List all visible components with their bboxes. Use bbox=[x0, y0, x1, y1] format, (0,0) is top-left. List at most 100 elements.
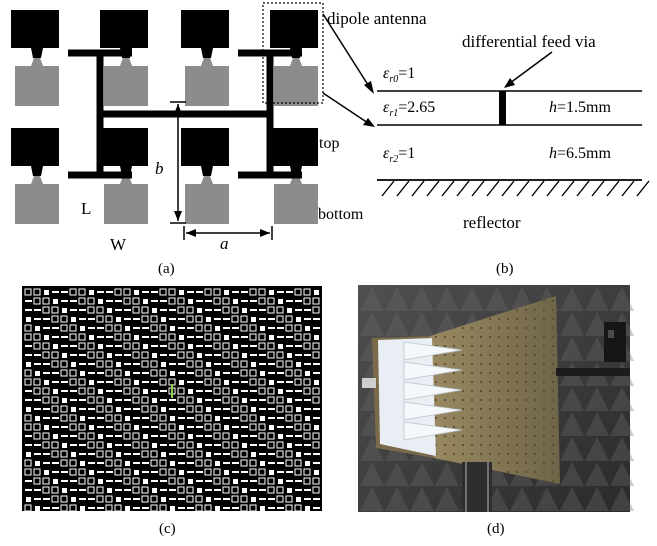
pattern-tile-outline bbox=[177, 351, 185, 359]
pattern-tile-outline bbox=[258, 477, 266, 485]
pattern-tile-solid bbox=[62, 443, 67, 448]
pattern-tile-solid bbox=[251, 362, 256, 367]
pattern-tile-solid bbox=[125, 371, 130, 376]
absorber-cone bbox=[585, 387, 609, 411]
pattern-tile-bar bbox=[106, 336, 113, 338]
pattern-tile-solid bbox=[269, 380, 274, 385]
pattern-tile-outline bbox=[195, 405, 203, 413]
pattern-tile-outline bbox=[195, 324, 203, 332]
pattern-tile-bar bbox=[214, 318, 221, 320]
pattern-tile-outline bbox=[204, 333, 212, 341]
absorber-cone bbox=[610, 487, 634, 511]
pattern-tile-solid bbox=[89, 425, 94, 430]
pattern-tile-outline bbox=[96, 486, 104, 494]
dipole-bottom-patch bbox=[104, 66, 148, 106]
pattern-tile-bar bbox=[223, 372, 230, 374]
pattern-tile-outline bbox=[78, 378, 86, 386]
pattern-tile-outline bbox=[24, 333, 32, 341]
pattern-tile-outline bbox=[312, 306, 320, 314]
dipole-top-patch bbox=[11, 128, 59, 166]
pattern-tile-outline bbox=[186, 315, 194, 323]
pattern-tile-solid bbox=[287, 398, 292, 403]
pattern-tile-bar bbox=[241, 300, 248, 302]
pattern-tile-bar bbox=[223, 408, 230, 410]
pattern-tile-bar bbox=[259, 363, 266, 365]
pattern-tile-solid bbox=[35, 416, 40, 421]
pattern-tile-bar bbox=[268, 453, 275, 455]
pattern-tile-bar bbox=[268, 318, 275, 320]
pattern-tile-bar bbox=[61, 480, 68, 482]
pattern-tile-bar bbox=[43, 327, 50, 329]
pattern-tile-solid bbox=[161, 317, 166, 322]
pattern-tile-bar bbox=[304, 444, 311, 446]
pattern-tile-bar bbox=[133, 453, 140, 455]
pattern-tile-bar bbox=[151, 381, 158, 383]
dipole-bottom-taper bbox=[201, 58, 213, 66]
pattern-tile-solid bbox=[242, 353, 247, 358]
absorber-cone bbox=[560, 412, 584, 436]
pattern-tile-outline bbox=[132, 486, 140, 494]
pattern-tile-outline bbox=[276, 315, 284, 323]
dipole-bottom-taper bbox=[201, 176, 213, 184]
pattern-tile-outline bbox=[123, 297, 131, 305]
pattern-tile-outline bbox=[285, 459, 293, 467]
pattern-tile-bar bbox=[25, 480, 32, 482]
pattern-tile-bar bbox=[286, 480, 293, 482]
pattern-tile-solid bbox=[71, 317, 76, 322]
pattern-tile-outline bbox=[177, 297, 185, 305]
pattern-tile-outline bbox=[24, 414, 32, 422]
absorber-cone bbox=[385, 462, 409, 486]
pattern-tile-bar bbox=[34, 363, 41, 365]
pattern-tile-outline bbox=[150, 324, 158, 332]
pattern-tile-outline bbox=[33, 288, 41, 296]
pattern-tile-bar bbox=[259, 354, 266, 356]
pattern-tile-outline bbox=[60, 324, 68, 332]
pattern-tile-bar bbox=[232, 417, 239, 419]
pattern-tile-outline bbox=[231, 495, 239, 503]
pattern-tile-bar bbox=[43, 498, 50, 500]
pattern-tile-bar bbox=[124, 489, 131, 491]
pattern-tile-bar bbox=[223, 453, 230, 455]
pattern-tile-solid bbox=[278, 389, 283, 394]
pattern-tile-bar bbox=[124, 363, 131, 365]
pattern-tile-outline bbox=[258, 378, 266, 386]
pattern-tile-outline bbox=[60, 315, 68, 323]
pattern-tile-outline bbox=[141, 450, 149, 458]
dipole-bottom-patch bbox=[274, 66, 318, 106]
pattern-tile-bar bbox=[25, 444, 32, 446]
hatch-line bbox=[486, 180, 500, 197]
pattern-tile-bar bbox=[295, 489, 302, 491]
pattern-tile-outline bbox=[114, 468, 122, 476]
pattern-tile-outline bbox=[285, 405, 293, 413]
dipole-top-patch bbox=[11, 10, 59, 48]
pattern-tile-outline bbox=[51, 495, 59, 503]
dipole-top-taper bbox=[201, 166, 213, 176]
pattern-tile-outline bbox=[141, 306, 149, 314]
pattern-tile-outline bbox=[78, 297, 86, 305]
pattern-tile-bar bbox=[214, 354, 221, 356]
pattern-tile-solid bbox=[251, 317, 256, 322]
pattern-tile-outline bbox=[96, 450, 104, 458]
pattern-tile-bar bbox=[34, 408, 41, 410]
pattern-tile-bar bbox=[295, 390, 302, 392]
absorber-cone bbox=[560, 337, 584, 361]
pattern-tile-bar bbox=[97, 381, 104, 383]
pattern-tile-outline bbox=[51, 486, 59, 494]
pattern-tile-bar bbox=[79, 399, 86, 401]
pattern-tile-bar bbox=[187, 471, 194, 473]
dipole-top-patch bbox=[181, 128, 229, 166]
pattern-tile-bar bbox=[259, 318, 266, 320]
pattern-tile-outline bbox=[213, 297, 221, 305]
pattern-tile-bar bbox=[259, 498, 266, 500]
hatch-line bbox=[636, 180, 650, 197]
pattern-tile-bar bbox=[79, 354, 86, 356]
pattern-tile-solid bbox=[233, 434, 238, 439]
pattern-tile-outline bbox=[114, 369, 122, 377]
pattern-tile-solid bbox=[161, 407, 166, 412]
pattern-tile-solid bbox=[197, 308, 202, 313]
pattern-tile-outline bbox=[168, 468, 176, 476]
pattern-tile-solid bbox=[26, 317, 31, 322]
pattern-tile-solid bbox=[125, 326, 130, 331]
pattern-tile-bar bbox=[97, 336, 104, 338]
pattern-tile-outline bbox=[150, 360, 158, 368]
